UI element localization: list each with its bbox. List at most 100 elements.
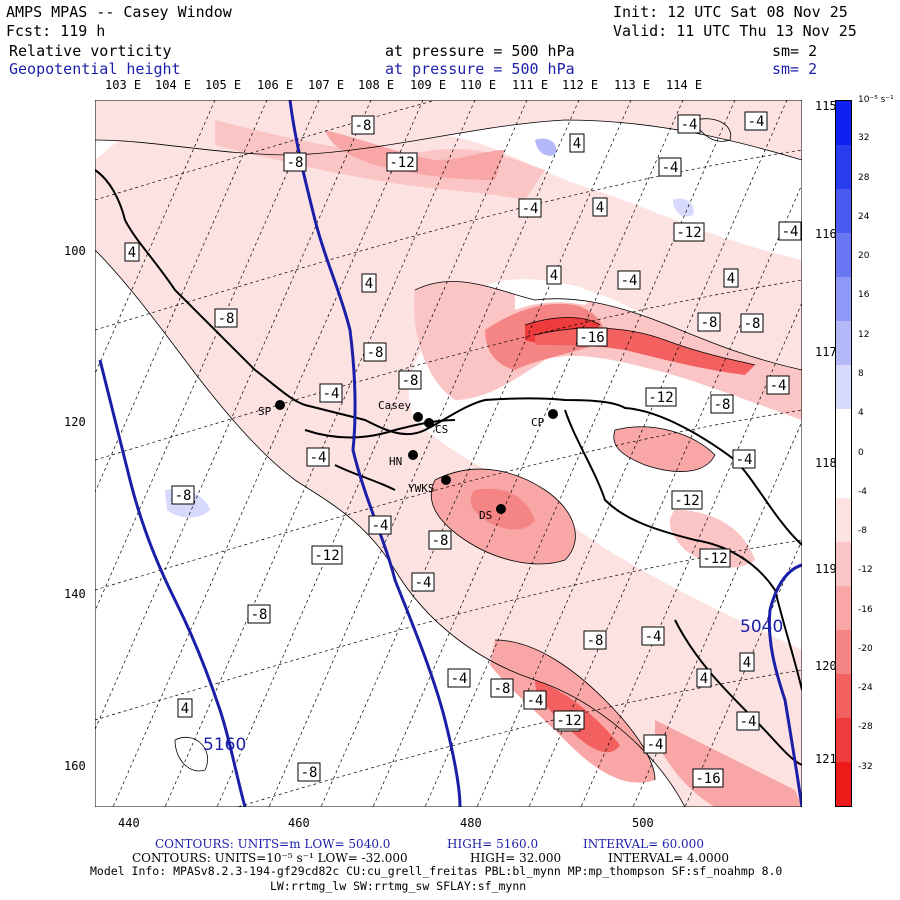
- svg-text:-4: -4: [740, 714, 757, 730]
- svg-text:-8: -8: [367, 345, 384, 361]
- contour-label: 4: [361, 273, 377, 293]
- footer-height-interval: INTERVAL= 60.000: [583, 837, 704, 851]
- y-tick-label: 120: [64, 415, 86, 429]
- contour-label: -8: [740, 313, 764, 333]
- contour-label: -4: [658, 157, 682, 177]
- model-title: AMPS MPAS -- Casey Window: [6, 3, 232, 21]
- contour-label: -4: [447, 668, 471, 688]
- parallel-line: [95, 100, 438, 201]
- station-dot-ywks: [441, 475, 451, 485]
- station-label-ywks: YWKS: [408, 482, 435, 495]
- contour-label: 4: [739, 652, 755, 672]
- svg-text:-8: -8: [432, 533, 449, 549]
- station-label-sp: SP: [258, 405, 272, 418]
- svg-text:-12: -12: [389, 155, 414, 171]
- footer-height-high: HIGH= 5160.0: [447, 837, 539, 851]
- colorbar-tick: -16: [858, 604, 873, 615]
- footer-vort-high: HIGH= 32.000: [470, 851, 562, 865]
- colorbar-swatch: [836, 189, 851, 234]
- top-lon-label: 105 E: [205, 78, 242, 92]
- svg-text:4: 4: [573, 136, 581, 152]
- contour-label: -8: [283, 152, 307, 172]
- colorbar-tick: 28: [858, 172, 870, 183]
- meridian-line: [95, 100, 320, 612]
- contour-label: -12: [386, 152, 418, 172]
- field2-name: Geopotential height: [9, 60, 181, 78]
- station-dot-cp: [548, 409, 558, 419]
- svg-text:-8: -8: [251, 607, 268, 623]
- colorbar-swatch: [836, 629, 851, 674]
- contour-label: -4: [306, 447, 330, 467]
- svg-text:-4: -4: [323, 386, 340, 402]
- svg-text:-4: -4: [748, 114, 765, 130]
- svg-text:-4: -4: [782, 224, 799, 240]
- colorbar-swatch: [836, 717, 851, 762]
- coastline: [95, 169, 802, 766]
- svg-text:-8: -8: [714, 397, 731, 413]
- y-tick-label: 160: [64, 759, 86, 773]
- height-contour-labels: 5040 5160: [203, 617, 783, 755]
- colorbar-swatch: [836, 365, 851, 410]
- svg-text:-12: -12: [648, 390, 673, 406]
- svg-text:-4: -4: [415, 575, 432, 591]
- contour-label: -8: [363, 342, 387, 362]
- svg-text:4: 4: [365, 276, 373, 292]
- field1-name: Relative vorticity: [9, 42, 172, 60]
- colorbar-tick: 16: [858, 290, 870, 301]
- colorbar-swatch: [836, 541, 851, 586]
- station-label-cs: CS: [435, 423, 448, 436]
- footer-height-contours: CONTOURS: UNITS=m LOW= 5040.0: [155, 837, 391, 851]
- contour-label: -4: [368, 515, 392, 535]
- contour-label: 4: [569, 133, 585, 153]
- svg-text:-8: -8: [355, 118, 372, 134]
- contour-label: -16: [576, 327, 608, 347]
- top-lon-label: 107 E: [308, 78, 345, 92]
- top-lon-label: 110 E: [460, 78, 497, 92]
- station-label-ds: DS: [479, 509, 492, 522]
- meridian-line: [632, 420, 802, 807]
- contour-label: -4: [641, 626, 665, 646]
- meridian-line: [476, 100, 788, 807]
- meridian-line: [320, 100, 632, 807]
- height-contour-label: 5040: [740, 617, 783, 637]
- valid-time: Valid: 11 UTC Thu 13 Nov 25: [613, 22, 857, 40]
- meridian-line: [684, 539, 802, 807]
- y-tick-label: 140: [64, 587, 86, 601]
- station-label-hn: HN: [389, 455, 402, 468]
- svg-text:-12: -12: [676, 225, 701, 241]
- svg-text:4: 4: [550, 268, 558, 284]
- contour-label: -4: [778, 221, 802, 241]
- contour-label: -4: [732, 449, 756, 469]
- contour-label: -8: [697, 312, 721, 332]
- svg-text:-8: -8: [301, 765, 318, 781]
- field1-pressure: at pressure = 500 hPa: [385, 42, 575, 60]
- footer-model-info: Model Info: MPASv8.2.3-194-gf29cd82c CU:…: [90, 864, 783, 878]
- meridian-line: [95, 100, 216, 375]
- svg-text:-8: -8: [402, 373, 419, 389]
- station-dot-sp: [275, 400, 285, 410]
- top-lon-label: 108 E: [358, 78, 395, 92]
- svg-text:-8: -8: [287, 155, 304, 171]
- svg-text:-16: -16: [695, 771, 720, 787]
- svg-text:4: 4: [128, 245, 136, 261]
- height-contour-label: 5160: [203, 735, 246, 755]
- meridian-line: [95, 100, 268, 494]
- contour-label: -8: [398, 370, 422, 390]
- contour-label: -4: [744, 111, 768, 131]
- colorbar-tick: -12: [858, 565, 873, 576]
- station-dot-casey: [413, 412, 423, 422]
- colorbar-swatch: [836, 673, 851, 718]
- colorbar-swatch: [836, 761, 851, 806]
- svg-text:-8: -8: [744, 316, 761, 332]
- forecast-hour: Fcst: 119 h: [6, 22, 106, 40]
- svg-text:-4: -4: [522, 201, 539, 217]
- svg-text:4: 4: [743, 655, 751, 671]
- contour-label: -12: [645, 387, 677, 407]
- x-tick-label: 460: [288, 816, 310, 830]
- field2-pressure: at pressure = 500 hPa: [385, 60, 575, 78]
- x-tick-label: 440: [118, 816, 140, 830]
- contour-label: 4: [723, 268, 739, 288]
- geopotential-contours: [98, 100, 802, 807]
- colorbar-swatch: [836, 585, 851, 630]
- svg-text:-4: -4: [645, 629, 662, 645]
